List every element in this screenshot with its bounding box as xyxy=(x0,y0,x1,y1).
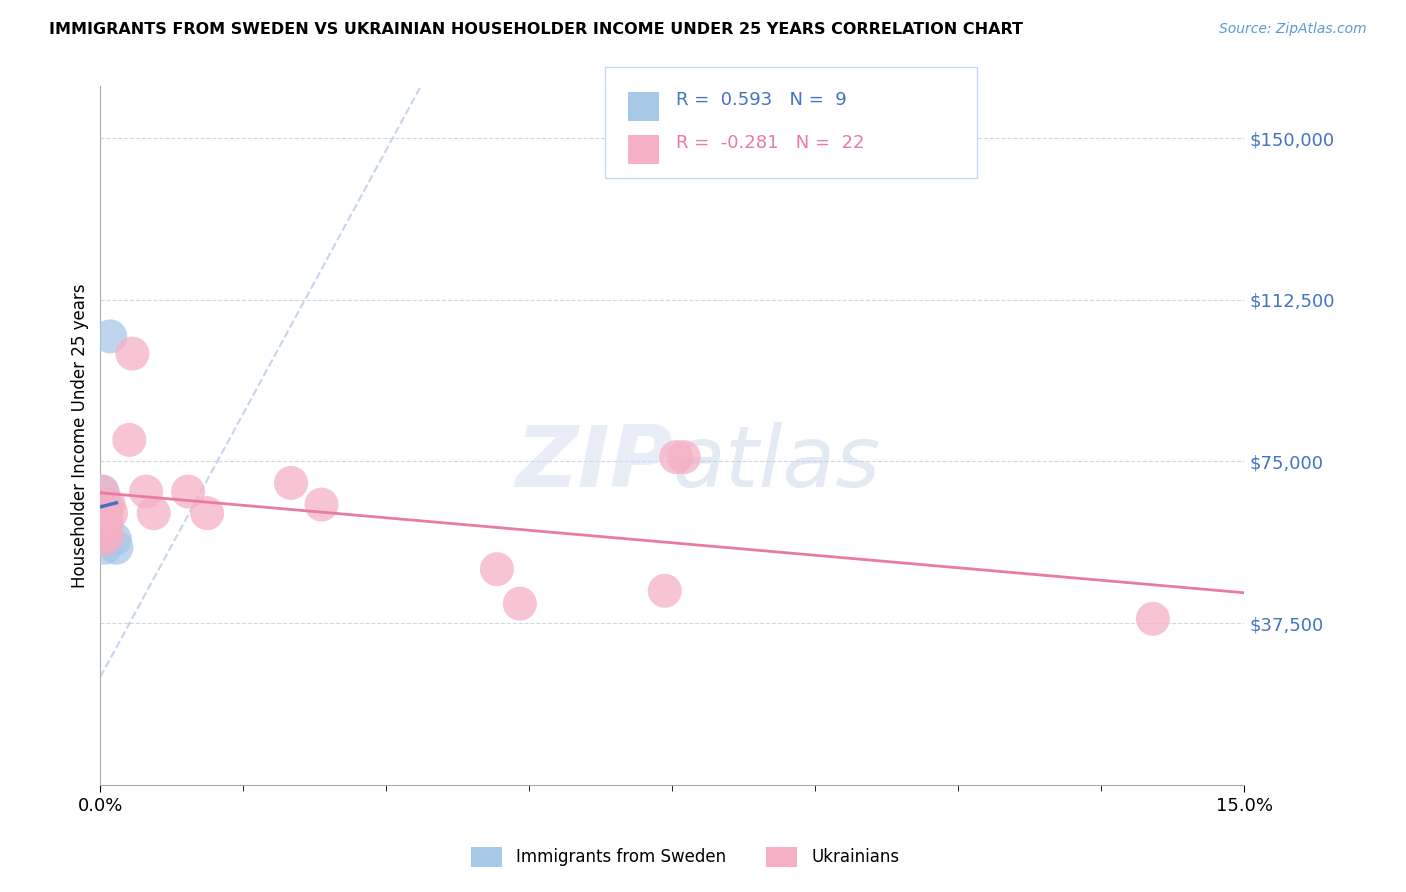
Point xyxy=(135,484,157,499)
Point xyxy=(654,583,676,598)
Point xyxy=(94,541,117,555)
Point xyxy=(105,541,128,555)
Text: atlas: atlas xyxy=(672,422,880,505)
Point xyxy=(509,597,531,611)
Point xyxy=(90,484,112,499)
Point xyxy=(121,346,143,360)
Point xyxy=(96,519,118,533)
Text: Immigrants from Sweden: Immigrants from Sweden xyxy=(516,848,725,866)
Point xyxy=(100,506,122,520)
Text: IMMIGRANTS FROM SWEDEN VS UKRAINIAN HOUSEHOLDER INCOME UNDER 25 YEARS CORRELATIO: IMMIGRANTS FROM SWEDEN VS UKRAINIAN HOUS… xyxy=(49,22,1024,37)
Point xyxy=(96,527,118,541)
Point xyxy=(672,450,695,464)
Text: Source: ZipAtlas.com: Source: ZipAtlas.com xyxy=(1219,22,1367,37)
Point xyxy=(93,506,115,520)
Text: Ukrainians: Ukrainians xyxy=(811,848,900,866)
Point xyxy=(195,506,218,520)
Point xyxy=(280,475,302,490)
Text: R =  0.593   N =  9: R = 0.593 N = 9 xyxy=(676,91,846,109)
Point xyxy=(665,450,688,464)
Point xyxy=(104,532,127,546)
Point xyxy=(94,498,117,512)
Text: R =  -0.281   N =  22: R = -0.281 N = 22 xyxy=(676,134,865,153)
Y-axis label: Householder Income Under 25 years: Householder Income Under 25 years xyxy=(72,284,89,588)
Point xyxy=(97,498,120,512)
Point xyxy=(91,484,114,499)
Point xyxy=(1142,612,1164,626)
Point xyxy=(98,329,121,343)
Point xyxy=(118,433,141,447)
Text: ZIP: ZIP xyxy=(515,422,672,505)
Point xyxy=(96,510,118,524)
Point xyxy=(177,484,200,499)
Point xyxy=(93,506,115,520)
Point xyxy=(93,532,115,546)
Point xyxy=(94,519,117,533)
Point xyxy=(93,532,115,546)
Point xyxy=(485,562,508,576)
Point xyxy=(142,506,165,520)
Point xyxy=(311,498,333,512)
